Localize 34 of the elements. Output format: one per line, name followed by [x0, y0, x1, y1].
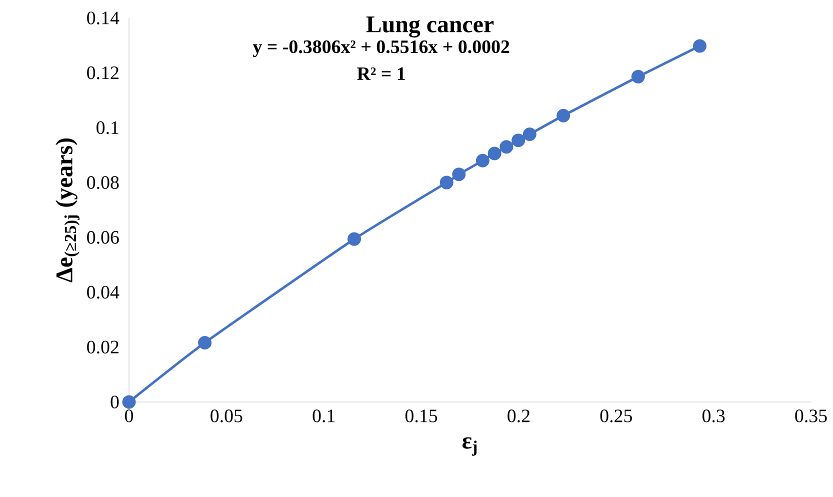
x-tick-label: 0.2	[508, 410, 530, 422]
x-tick-label: 0.1	[312, 410, 335, 422]
point	[488, 146, 502, 160]
y-axis-title: Δe$_{(≥25)j}$ (years)	[56, 138, 80, 282]
point	[348, 232, 362, 246]
x-tick-label: 0.3	[702, 410, 725, 422]
point	[476, 154, 490, 168]
y-tick-label: 0.04	[87, 286, 120, 299]
point	[122, 395, 136, 409]
y-tick-label: 0.08	[87, 176, 119, 189]
point	[522, 128, 536, 142]
y-tick-label: 0.02	[87, 340, 118, 354]
y-tick-label: 0.1	[96, 121, 118, 134]
point	[631, 70, 645, 84]
point	[452, 168, 466, 182]
x-tick-label: 0.05	[210, 410, 242, 422]
point	[556, 108, 570, 122]
annotation: y = -0.3806x² + 0.5516x + 0.0002	[252, 40, 510, 58]
point	[500, 140, 514, 154]
x-tick-label: 0	[124, 410, 134, 422]
y-tick-label: 0.06	[87, 230, 119, 244]
chart-title: Lung cancer	[366, 16, 494, 38]
y-tick-label: 0.12	[87, 66, 118, 80]
x-tick-label: 0.15	[405, 410, 438, 422]
x-axis-title: ε$_{j}$	[462, 437, 477, 456]
point	[512, 134, 526, 148]
annotation: R² = 1	[357, 67, 405, 80]
point	[198, 336, 212, 350]
point	[692, 39, 706, 53]
x-tick-label: 0.35	[795, 410, 827, 422]
y-tick-label: 0	[110, 396, 119, 408]
x-tick-label: 0.25	[600, 410, 632, 422]
point	[440, 176, 454, 190]
y-tick-label: 0.14	[87, 12, 120, 24]
